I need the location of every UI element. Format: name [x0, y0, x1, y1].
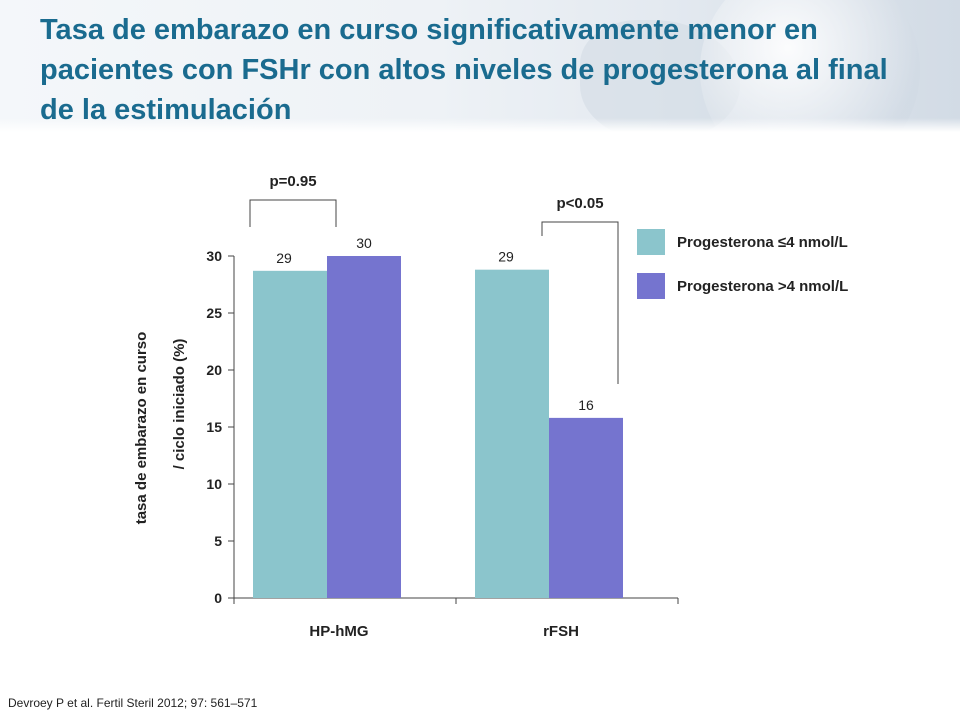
header-fade	[0, 118, 960, 132]
legend-swatch	[637, 273, 665, 299]
bar-hp-hmg-series-1	[253, 270, 327, 598]
y-axis-title: tasa de embarazo en curso	[133, 332, 150, 525]
y-tick-label: 0	[214, 590, 222, 606]
category-label: rFSH	[543, 623, 579, 640]
y-tick-label: 30	[206, 248, 222, 264]
header-banner	[0, 0, 960, 132]
y-axis-title: / ciclo iniciado (%)	[171, 339, 188, 470]
citation: Devroey P et al. Fertil Steril 2012; 97:…	[8, 696, 258, 710]
y-tick-label: 20	[206, 362, 222, 378]
legend-label: Progesterona ≤4 nmol/L	[677, 234, 848, 251]
data-label: 29	[276, 250, 292, 266]
bar-rfsh-series-1	[475, 269, 549, 598]
y-tick-label: 25	[206, 305, 222, 321]
significance-bracket	[249, 199, 337, 227]
p-value-label: p=0.95	[269, 173, 316, 190]
significance-bracket	[541, 221, 619, 384]
data-label: 30	[356, 235, 372, 251]
y-tick-label: 15	[206, 419, 222, 435]
legend-swatch	[637, 229, 665, 255]
slide-title: Tasa de embarazo en curso significativam…	[40, 14, 888, 126]
data-label: 29	[498, 249, 514, 265]
data-label: 16	[578, 397, 594, 413]
y-tick-label: 5	[214, 533, 222, 549]
bar-rfsh-series-2	[549, 417, 623, 598]
p-value-label: p<0.05	[556, 195, 603, 212]
legend-label: Progesterona >4 nmol/L	[677, 278, 848, 295]
y-tick-label: 10	[206, 476, 222, 492]
category-label: HP-hMG	[309, 623, 368, 640]
header-decoration	[700, 0, 920, 132]
bar-hp-hmg-series-2	[327, 256, 401, 598]
